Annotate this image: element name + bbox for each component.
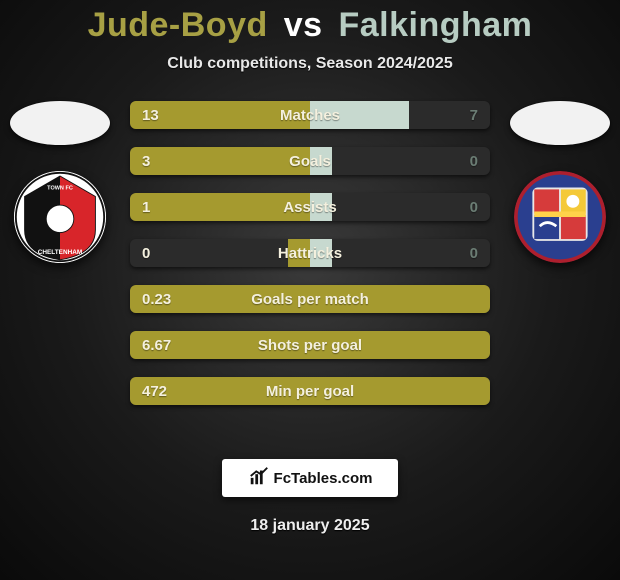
- stat-left-value: 0: [130, 245, 162, 262]
- stat-right-value: 0: [458, 199, 490, 216]
- stat-row: 10Assists: [130, 193, 490, 221]
- subtitle: Club competitions, Season 2024/2025: [0, 55, 620, 73]
- stat-half-right: 0: [310, 147, 490, 175]
- flag-oval-right: [510, 101, 610, 145]
- stat-left-value: 6.67: [130, 337, 183, 354]
- stat-left-value: 3: [130, 153, 162, 170]
- player2-name: Falkingham: [338, 6, 532, 44]
- stat-half-left: 0: [130, 239, 310, 267]
- stat-half-right: 0: [310, 239, 490, 267]
- stat-row: 137Matches: [130, 101, 490, 129]
- brand-badge: FcTables.com: [222, 459, 398, 497]
- stat-row: 00Hattricks: [130, 239, 490, 267]
- stat-half-left: 6.67: [130, 331, 490, 359]
- stat-right-value: 0: [458, 245, 490, 262]
- stat-left-value: 0.23: [130, 291, 183, 308]
- chart-icon: [248, 465, 270, 491]
- stat-left-value: 1: [130, 199, 162, 216]
- player1-name: Jude-Boyd: [88, 6, 268, 44]
- club-crest-left: CHELTENHAM TOWN FC: [14, 171, 106, 263]
- stat-row: 472Min per goal: [130, 377, 490, 405]
- stat-right-value: 7: [458, 107, 490, 124]
- right-side-column: [500, 101, 620, 263]
- stat-half-left: 0.23: [130, 285, 490, 313]
- flag-oval-left: [10, 101, 110, 145]
- date-stamp: 18 january 2025: [0, 517, 620, 535]
- stat-row: 30Goals: [130, 147, 490, 175]
- page-title: Jude-Boyd vs Falkingham: [0, 0, 620, 45]
- brand-text: FcTables.com: [274, 470, 373, 487]
- stat-row: 6.67Shots per goal: [130, 331, 490, 359]
- club-crest-right: [514, 171, 606, 263]
- stat-left-value: 13: [130, 107, 171, 124]
- stat-half-left: 472: [130, 377, 490, 405]
- vs-label: vs: [284, 6, 323, 44]
- stat-half-right: 0: [310, 193, 490, 221]
- stat-right-value: 0: [458, 153, 490, 170]
- svg-text:TOWN FC: TOWN FC: [47, 185, 73, 191]
- left-side-column: CHELTENHAM TOWN FC: [0, 101, 120, 263]
- stat-row: 0.23Goals per match: [130, 285, 490, 313]
- svg-text:CHELTENHAM: CHELTENHAM: [38, 249, 83, 256]
- stat-half-left: 3: [130, 147, 310, 175]
- comparison-area: CHELTENHAM TOWN FC: [0, 101, 620, 431]
- stat-half-left: 13: [130, 101, 310, 129]
- stat-half-left: 1: [130, 193, 310, 221]
- stat-bars: 137Matches30Goals10Assists00Hattricks0.2…: [130, 101, 490, 405]
- stat-half-right: 7: [310, 101, 490, 129]
- stat-left-value: 472: [130, 383, 179, 400]
